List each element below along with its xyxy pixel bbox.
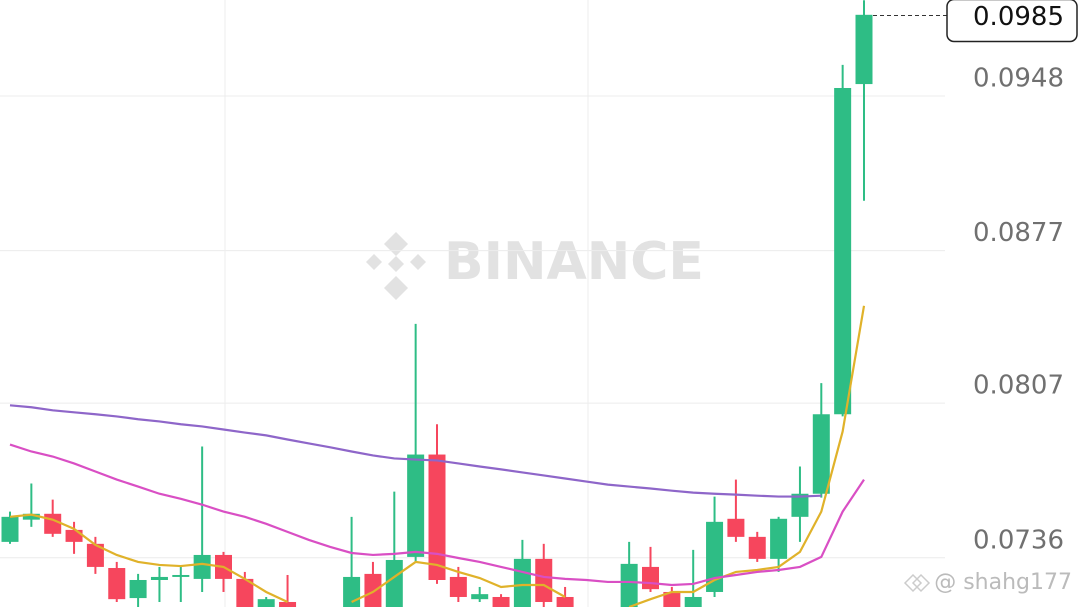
watermark: BINANCE [366,232,704,300]
candle-body [1,516,19,542]
candle-body [556,596,574,607]
y-tick-label: 0.0807 [973,371,1064,401]
candle-body [706,521,724,592]
candle-body [535,558,553,602]
y-tick-label: 0.0736 [973,525,1064,555]
candle-body [407,454,425,557]
candle-body [663,591,681,607]
last-price-box [946,0,1078,43]
candle-body [620,563,638,607]
candle-body [684,596,702,607]
candle-body [471,594,489,600]
y-tick-label: 0.0948 [973,64,1064,94]
candle-body [812,414,830,494]
logo [366,232,426,300]
candle-body [150,576,168,580]
candle-body [86,543,104,567]
moving-average-line [351,560,566,603]
candle-body [791,493,809,517]
candle-body [65,529,83,542]
moving-average-line [9,404,822,498]
candle-body [492,596,510,607]
candle-body [449,576,467,597]
candle-body [642,566,659,590]
user-watermark: @ shahg177 [934,570,1072,595]
candle-body [279,601,297,607]
last-price-label: 0.0985 [973,2,1064,32]
moving-average-line [9,443,865,587]
candle-body [748,536,766,559]
candle-body [428,454,446,580]
candle-body [364,573,382,607]
moving-average-line [9,513,289,603]
candle-body [257,599,275,607]
user-icon [903,573,931,593]
candle-body [343,576,361,607]
candle-body [727,518,745,537]
moving-average-line [628,305,866,607]
candle-body [44,513,62,534]
candle-body [513,558,531,607]
candle-body [22,513,40,520]
candle-body [129,579,147,599]
candle-body [236,578,254,607]
watermark-brand: BINANCE [444,232,704,292]
candle-body [834,87,852,415]
candle-body [172,574,190,577]
candle-body [108,568,126,600]
candle-body [770,518,788,559]
candle-body [385,559,403,607]
y-tick-label: 0.0877 [973,218,1064,248]
candle-body [193,554,211,579]
candle-body [855,14,873,85]
